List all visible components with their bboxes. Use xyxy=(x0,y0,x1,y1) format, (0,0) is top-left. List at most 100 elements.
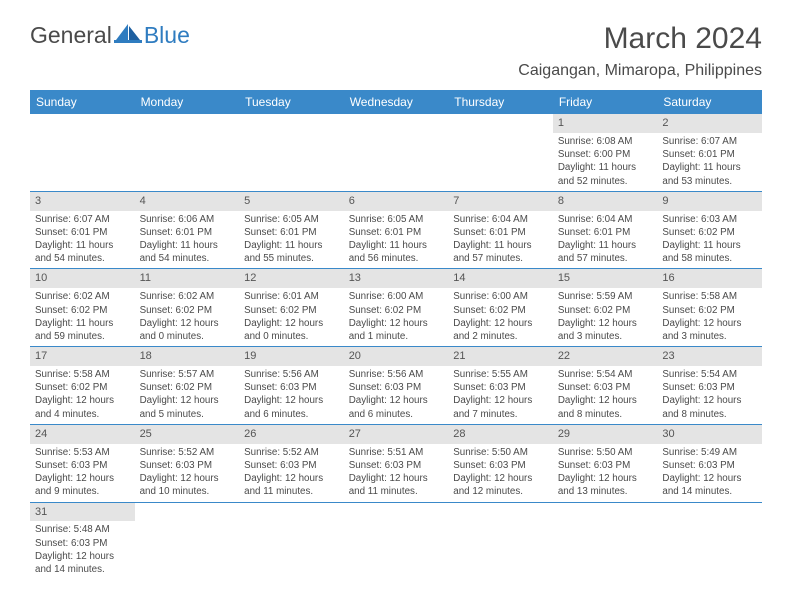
calendar-row: 10Sunrise: 6:02 AMSunset: 6:02 PMDayligh… xyxy=(30,269,762,347)
daylight-text: Daylight: 11 hours and 59 minutes. xyxy=(35,317,130,343)
day-body: Sunrise: 6:03 AMSunset: 6:02 PMDaylight:… xyxy=(657,211,762,269)
calendar-cell-empty xyxy=(30,114,135,191)
sunrise-text: Sunrise: 5:58 AM xyxy=(35,368,130,381)
sail-icon xyxy=(114,22,142,49)
sunrise-text: Sunrise: 5:52 AM xyxy=(244,446,339,459)
day-number: 25 xyxy=(135,425,240,444)
sunset-text: Sunset: 6:03 PM xyxy=(35,459,130,472)
sunrise-text: Sunrise: 6:04 AM xyxy=(453,213,548,226)
daylight-text: Daylight: 12 hours and 8 minutes. xyxy=(662,394,757,420)
calendar-cell: 4Sunrise: 6:06 AMSunset: 6:01 PMDaylight… xyxy=(135,191,240,269)
day-body: Sunrise: 5:56 AMSunset: 6:03 PMDaylight:… xyxy=(239,366,344,424)
calendar-cell: 18Sunrise: 5:57 AMSunset: 6:02 PMDayligh… xyxy=(135,347,240,425)
day-number: 30 xyxy=(657,425,762,444)
daylight-text: Daylight: 11 hours and 56 minutes. xyxy=(349,239,444,265)
calendar-cell: 13Sunrise: 6:00 AMSunset: 6:02 PMDayligh… xyxy=(344,269,449,347)
day-number: 18 xyxy=(135,347,240,366)
day-body: Sunrise: 5:57 AMSunset: 6:02 PMDaylight:… xyxy=(135,366,240,424)
day-number: 29 xyxy=(553,425,658,444)
sunrise-text: Sunrise: 6:08 AM xyxy=(558,135,653,148)
sunset-text: Sunset: 6:03 PM xyxy=(35,537,130,550)
day-number: 11 xyxy=(135,269,240,288)
calendar-cell: 9Sunrise: 6:03 AMSunset: 6:02 PMDaylight… xyxy=(657,191,762,269)
sunset-text: Sunset: 6:02 PM xyxy=(662,226,757,239)
month-title: March 2024 xyxy=(518,22,762,56)
calendar-cell: 5Sunrise: 6:05 AMSunset: 6:01 PMDaylight… xyxy=(239,191,344,269)
sunrise-text: Sunrise: 6:05 AM xyxy=(244,213,339,226)
calendar-row: 17Sunrise: 5:58 AMSunset: 6:02 PMDayligh… xyxy=(30,347,762,425)
sunset-text: Sunset: 6:02 PM xyxy=(349,304,444,317)
day-number: 5 xyxy=(239,192,344,211)
sunset-text: Sunset: 6:01 PM xyxy=(558,226,653,239)
calendar-cell: 29Sunrise: 5:50 AMSunset: 6:03 PMDayligh… xyxy=(553,424,658,502)
sunset-text: Sunset: 6:02 PM xyxy=(662,304,757,317)
daylight-text: Daylight: 12 hours and 13 minutes. xyxy=(558,472,653,498)
sunset-text: Sunset: 6:03 PM xyxy=(558,381,653,394)
calendar-row: 1Sunrise: 6:08 AMSunset: 6:00 PMDaylight… xyxy=(30,114,762,191)
day-number: 13 xyxy=(344,269,449,288)
day-body: Sunrise: 5:56 AMSunset: 6:03 PMDaylight:… xyxy=(344,366,449,424)
day-body: Sunrise: 6:07 AMSunset: 6:01 PMDaylight:… xyxy=(30,211,135,269)
calendar-cell: 19Sunrise: 5:56 AMSunset: 6:03 PMDayligh… xyxy=(239,347,344,425)
sunrise-text: Sunrise: 5:57 AM xyxy=(140,368,235,381)
daylight-text: Daylight: 12 hours and 3 minutes. xyxy=(558,317,653,343)
daylight-text: Daylight: 11 hours and 57 minutes. xyxy=(558,239,653,265)
day-body: Sunrise: 5:51 AMSunset: 6:03 PMDaylight:… xyxy=(344,444,449,502)
day-body: Sunrise: 6:00 AMSunset: 6:02 PMDaylight:… xyxy=(448,288,553,346)
daylight-text: Daylight: 12 hours and 3 minutes. xyxy=(662,317,757,343)
logo-word1: General xyxy=(30,22,112,49)
sunrise-text: Sunrise: 6:03 AM xyxy=(662,213,757,226)
sunrise-text: Sunrise: 5:54 AM xyxy=(558,368,653,381)
calendar-cell: 11Sunrise: 6:02 AMSunset: 6:02 PMDayligh… xyxy=(135,269,240,347)
sunrise-text: Sunrise: 5:59 AM xyxy=(558,290,653,303)
weekday-header: Saturday xyxy=(657,90,762,114)
daylight-text: Daylight: 12 hours and 0 minutes. xyxy=(140,317,235,343)
calendar-cell: 25Sunrise: 5:52 AMSunset: 6:03 PMDayligh… xyxy=(135,424,240,502)
weekday-header: Wednesday xyxy=(344,90,449,114)
calendar-cell: 27Sunrise: 5:51 AMSunset: 6:03 PMDayligh… xyxy=(344,424,449,502)
day-number: 26 xyxy=(239,425,344,444)
daylight-text: Daylight: 12 hours and 1 minute. xyxy=(349,317,444,343)
sunset-text: Sunset: 6:02 PM xyxy=(244,304,339,317)
sunset-text: Sunset: 6:03 PM xyxy=(453,459,548,472)
sunset-text: Sunset: 6:03 PM xyxy=(349,381,444,394)
day-number: 15 xyxy=(553,269,658,288)
calendar-cell: 24Sunrise: 5:53 AMSunset: 6:03 PMDayligh… xyxy=(30,424,135,502)
daylight-text: Daylight: 12 hours and 14 minutes. xyxy=(662,472,757,498)
sunset-text: Sunset: 6:01 PM xyxy=(140,226,235,239)
weekday-header: Monday xyxy=(135,90,240,114)
logo-word2: Blue xyxy=(144,22,190,49)
daylight-text: Daylight: 12 hours and 6 minutes. xyxy=(244,394,339,420)
sunrise-text: Sunrise: 5:50 AM xyxy=(453,446,548,459)
daylight-text: Daylight: 12 hours and 5 minutes. xyxy=(140,394,235,420)
day-body: Sunrise: 6:06 AMSunset: 6:01 PMDaylight:… xyxy=(135,211,240,269)
day-body: Sunrise: 6:02 AMSunset: 6:02 PMDaylight:… xyxy=(30,288,135,346)
calendar-cell-empty xyxy=(448,502,553,579)
daylight-text: Daylight: 12 hours and 6 minutes. xyxy=(349,394,444,420)
day-number: 24 xyxy=(30,425,135,444)
weekday-header: Friday xyxy=(553,90,658,114)
daylight-text: Daylight: 12 hours and 7 minutes. xyxy=(453,394,548,420)
day-number: 3 xyxy=(30,192,135,211)
sunrise-text: Sunrise: 6:05 AM xyxy=(349,213,444,226)
daylight-text: Daylight: 11 hours and 54 minutes. xyxy=(35,239,130,265)
sunrise-text: Sunrise: 5:54 AM xyxy=(662,368,757,381)
day-number: 27 xyxy=(344,425,449,444)
calendar-cell: 23Sunrise: 5:54 AMSunset: 6:03 PMDayligh… xyxy=(657,347,762,425)
daylight-text: Daylight: 12 hours and 4 minutes. xyxy=(35,394,130,420)
day-body: Sunrise: 6:05 AMSunset: 6:01 PMDaylight:… xyxy=(239,211,344,269)
sunrise-text: Sunrise: 5:55 AM xyxy=(453,368,548,381)
daylight-text: Daylight: 12 hours and 14 minutes. xyxy=(35,550,130,576)
sunset-text: Sunset: 6:02 PM xyxy=(35,304,130,317)
day-body: Sunrise: 5:53 AMSunset: 6:03 PMDaylight:… xyxy=(30,444,135,502)
sunset-text: Sunset: 6:03 PM xyxy=(244,381,339,394)
weekday-header: Sunday xyxy=(30,90,135,114)
sunrise-text: Sunrise: 6:04 AM xyxy=(558,213,653,226)
day-body: Sunrise: 5:54 AMSunset: 6:03 PMDaylight:… xyxy=(657,366,762,424)
sunset-text: Sunset: 6:01 PM xyxy=(35,226,130,239)
sunset-text: Sunset: 6:03 PM xyxy=(453,381,548,394)
daylight-text: Daylight: 12 hours and 10 minutes. xyxy=(140,472,235,498)
calendar-cell-empty xyxy=(239,502,344,579)
calendar-cell: 3Sunrise: 6:07 AMSunset: 6:01 PMDaylight… xyxy=(30,191,135,269)
calendar-cell-empty xyxy=(344,502,449,579)
